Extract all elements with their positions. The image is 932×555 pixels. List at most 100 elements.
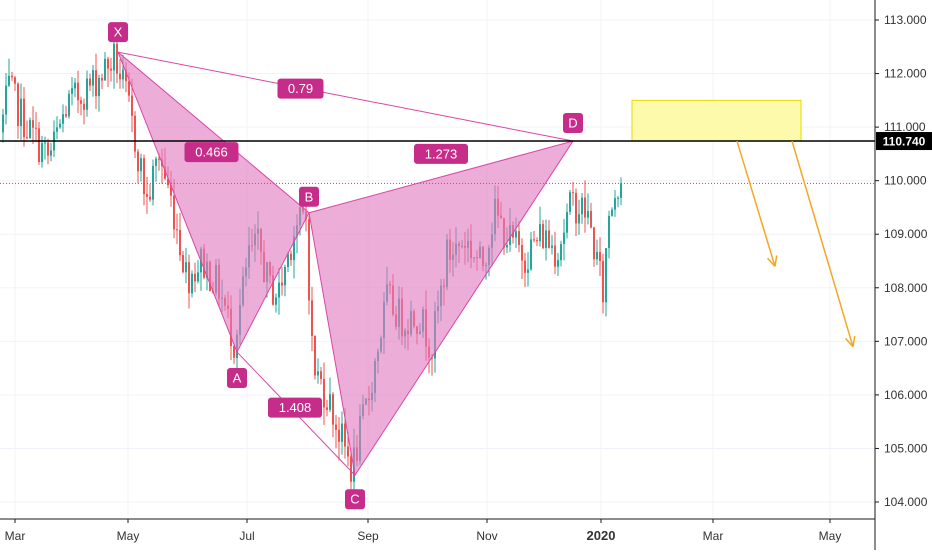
- candle-body: [26, 137, 28, 139]
- candle-body: [110, 68, 112, 71]
- candle-body: [521, 244, 523, 261]
- y-tick-label: 106.000: [884, 388, 928, 402]
- pattern-ratio-label-bg: [268, 397, 322, 418]
- candle-body: [344, 423, 346, 447]
- candle-body: [590, 210, 592, 228]
- candle-body: [14, 77, 16, 84]
- y-tick-label: 111.000: [884, 120, 926, 134]
- candle-body: [119, 73, 121, 80]
- candle-body: [572, 192, 574, 194]
- candle-body: [536, 240, 538, 242]
- candle-body: [602, 261, 604, 303]
- candle-body: [20, 98, 22, 126]
- candle-body: [533, 239, 535, 241]
- pattern-ratio-label: 1.273: [425, 146, 458, 161]
- candle-body: [545, 230, 547, 248]
- pattern-point-label-c: C: [350, 492, 359, 507]
- candle-body: [23, 98, 25, 138]
- candle-body: [308, 219, 310, 301]
- candle-body: [566, 211, 568, 233]
- candle-body: [8, 75, 10, 86]
- candle-body: [179, 229, 181, 256]
- pattern-line-xd: [117, 51, 574, 142]
- candle-body: [599, 252, 601, 262]
- candle-body: [584, 197, 586, 218]
- pattern-point-label-b: B: [305, 189, 314, 204]
- candle-body: [539, 224, 541, 242]
- candle-body: [332, 394, 334, 425]
- candle-body: [284, 266, 286, 286]
- candle-body: [149, 196, 151, 200]
- candle-body: [515, 231, 517, 238]
- pattern-ratio-label-bg: [414, 143, 468, 164]
- candle-body: [338, 429, 340, 442]
- candle-body: [317, 371, 319, 376]
- candle-body: [293, 236, 295, 261]
- pattern-point-label-x-bg: [108, 22, 128, 43]
- candle-body: [542, 224, 544, 248]
- candle-body: [272, 275, 274, 305]
- x-tick-label: May: [117, 529, 140, 543]
- x-tick-label: 2020: [587, 528, 616, 543]
- candle-body: [170, 185, 172, 196]
- candle-body: [125, 69, 127, 82]
- y-tick-label: 104.000: [884, 495, 928, 509]
- candle-body: [128, 81, 130, 96]
- candle-body: [575, 192, 577, 224]
- candle-body: [518, 231, 520, 245]
- labels-layer: X A B C D 0.466 1.408 1.273 0.79: [108, 22, 583, 510]
- candle-body: [62, 114, 64, 124]
- y-tick-label: 109.000: [884, 227, 928, 241]
- projection-arrow-head: [845, 338, 854, 348]
- candle-body: [323, 379, 325, 408]
- candle-body: [17, 83, 19, 126]
- candle-body: [326, 407, 328, 410]
- candle-body: [347, 446, 349, 457]
- candle-body: [11, 75, 13, 78]
- y-tick-label: 105.000: [884, 441, 928, 455]
- candle-body: [173, 195, 175, 230]
- candle-body: [92, 70, 94, 86]
- candle-body: [596, 252, 598, 260]
- candle-body: [122, 69, 124, 80]
- projection-arrow-head: [766, 257, 776, 267]
- candle-body: [158, 158, 160, 160]
- candle-body: [557, 260, 559, 267]
- candle-body: [146, 194, 148, 197]
- pattern-point-label-c-bg: [345, 489, 365, 510]
- pattern-triangle-xab: [117, 51, 310, 354]
- candle-body: [320, 371, 322, 380]
- pattern-point-label-d-bg: [563, 113, 583, 134]
- projection-arrow-head: [852, 335, 856, 347]
- candle-body: [155, 158, 157, 166]
- candle-body: [617, 197, 619, 199]
- candle-body: [104, 58, 106, 81]
- candle-body: [77, 82, 79, 101]
- candle-body: [191, 273, 193, 294]
- candle-body: [563, 232, 565, 244]
- candle-body: [194, 273, 196, 282]
- candle-body: [611, 209, 613, 216]
- pattern-point-label-b-bg: [299, 186, 319, 207]
- pattern-triangle-bcd: [308, 140, 575, 477]
- y-tick-label: 107.000: [884, 334, 928, 348]
- candle-body: [50, 150, 52, 156]
- candle-body: [59, 123, 61, 128]
- candle-body: [278, 282, 280, 298]
- candle-body: [137, 151, 139, 172]
- projection-arrow-line: [791, 140, 854, 347]
- candle-body: [605, 248, 607, 303]
- y-tick-label: 113.000: [884, 13, 927, 27]
- candle-body: [140, 158, 142, 172]
- x-tick-label: Mar: [703, 529, 724, 543]
- projection-arrow-line: [736, 140, 776, 267]
- candle-body: [554, 245, 556, 267]
- candle-body: [620, 183, 622, 198]
- candle-body: [551, 245, 553, 248]
- candle-body: [107, 58, 109, 69]
- pattern-ratio-label-bg: [277, 78, 324, 99]
- candle-body: [608, 215, 610, 249]
- pattern-layer: [117, 51, 575, 477]
